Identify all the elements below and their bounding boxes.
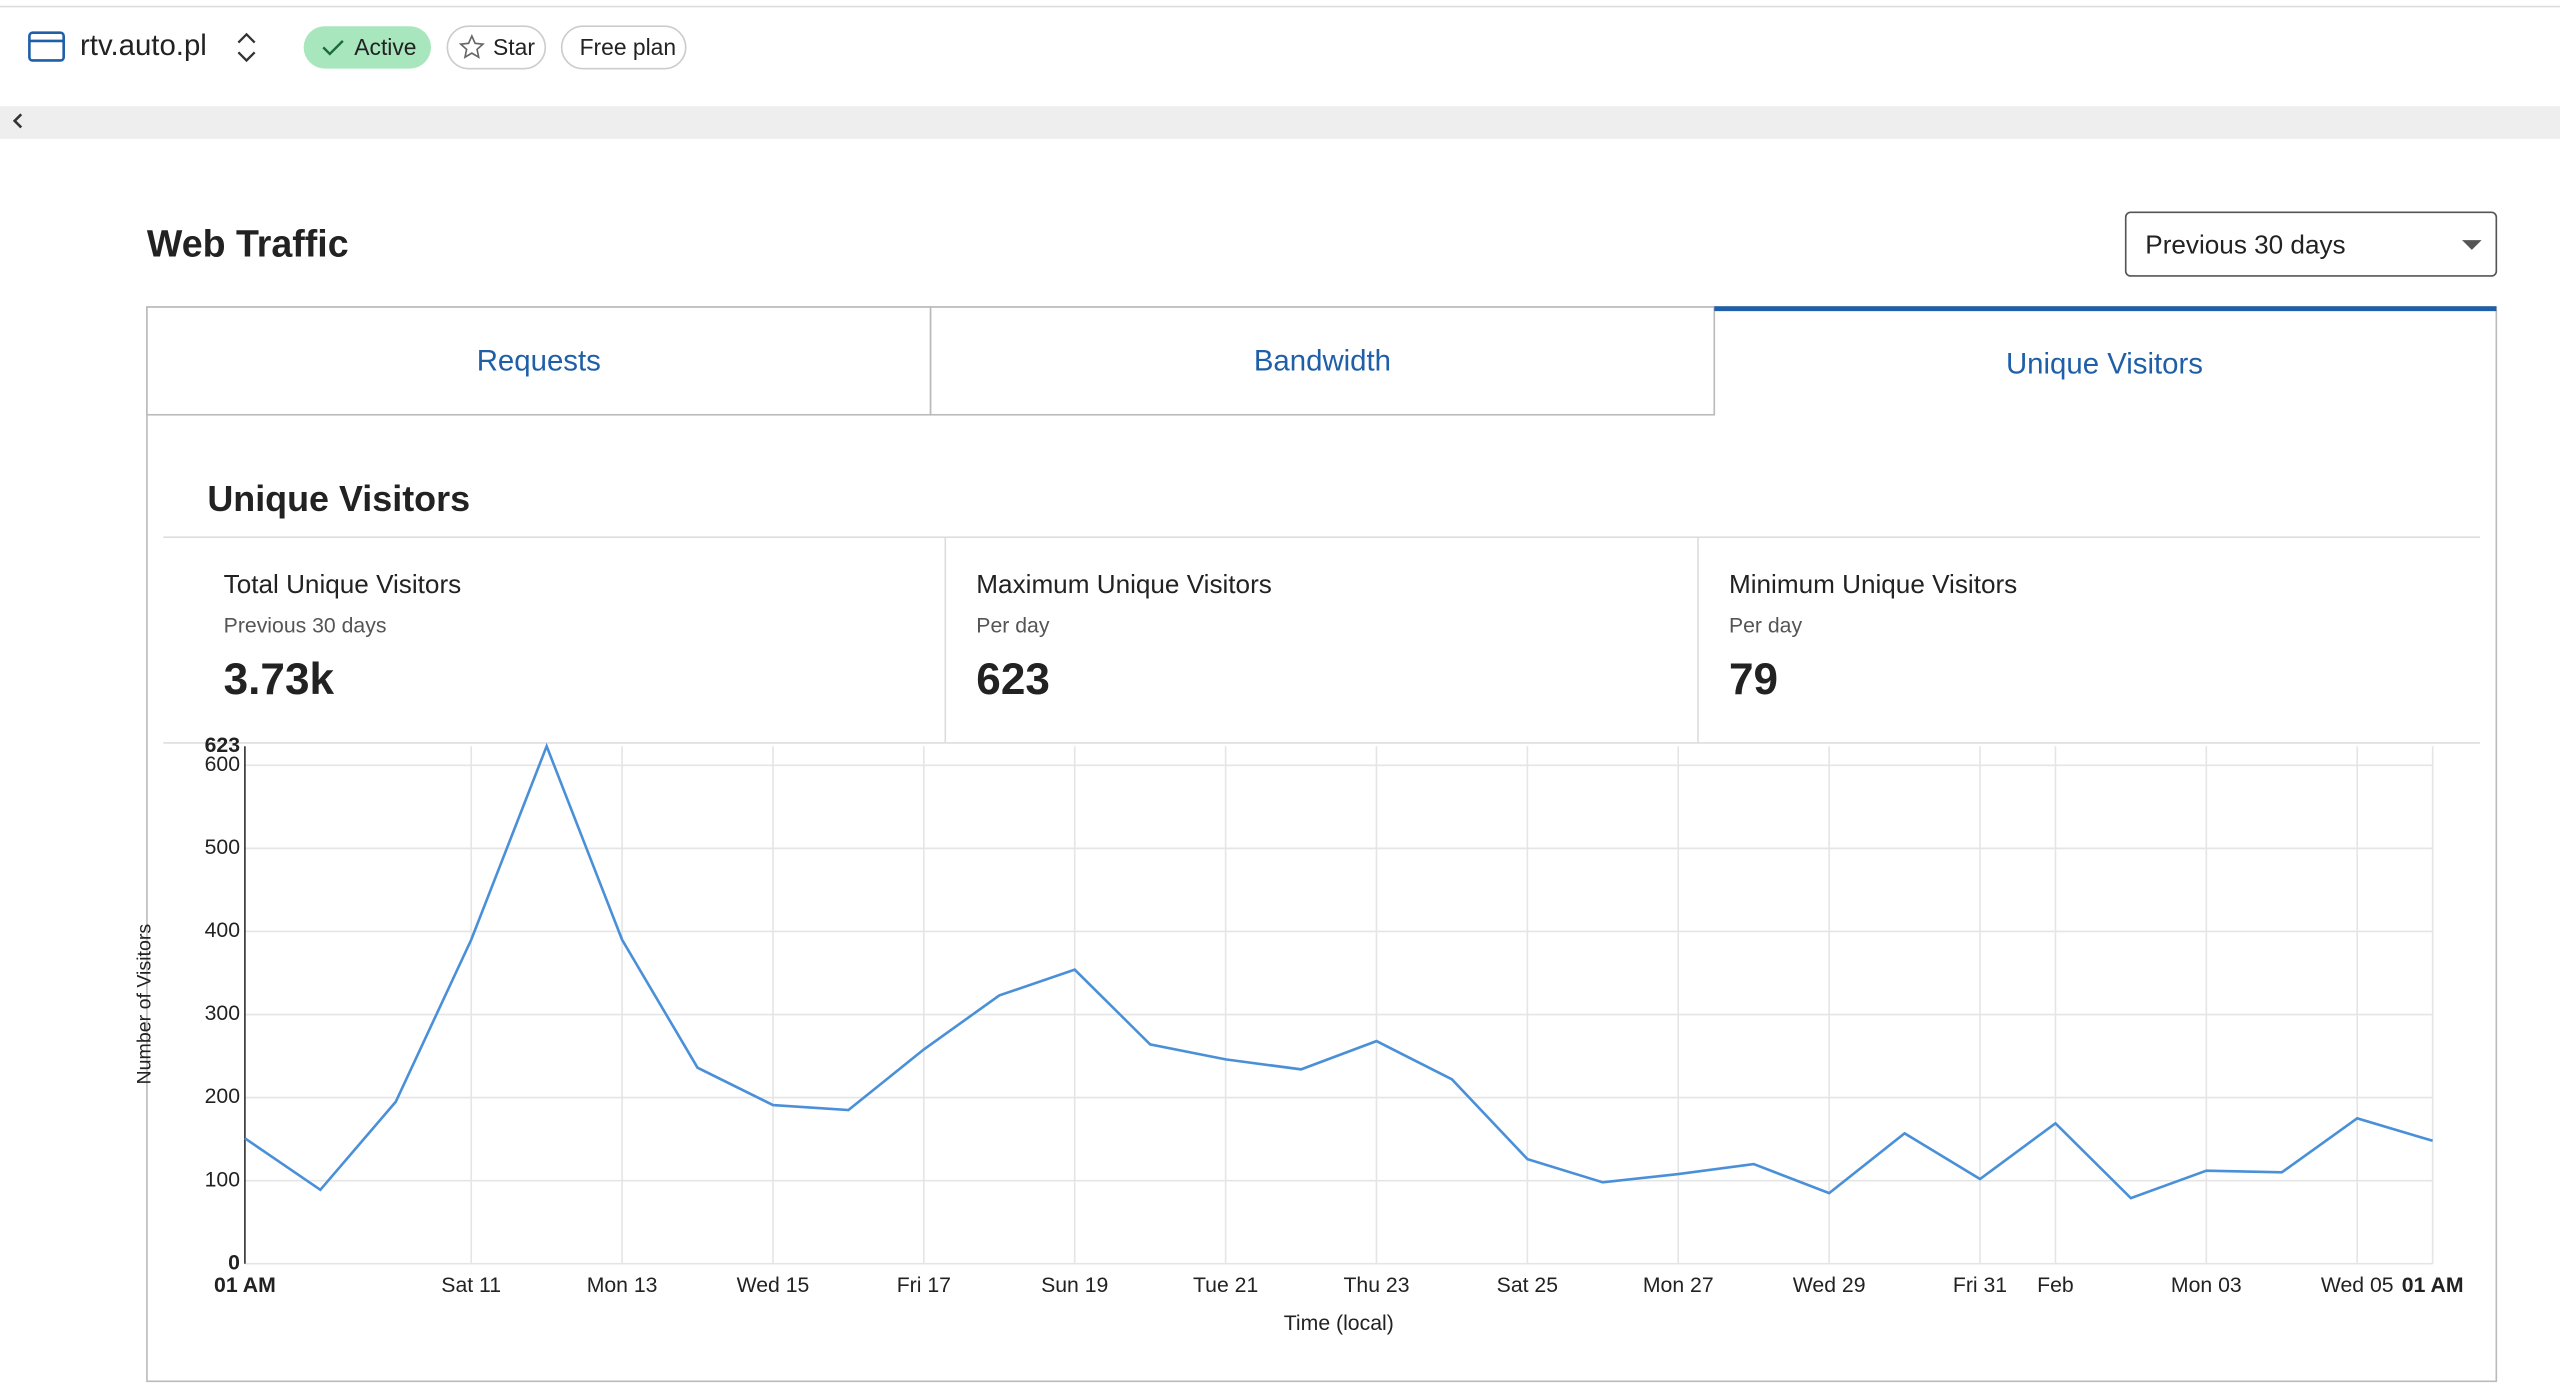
back-icon[interactable] (12, 113, 23, 129)
x-tick-label: Mon 13 (587, 1274, 658, 1297)
status-badge (303, 26, 432, 69)
x-tick-label: Mon 27 (1643, 1274, 1714, 1297)
x-tick-label: Sat 25 (1497, 1274, 1558, 1297)
star-text[interactable]: Star (493, 34, 535, 60)
y-axis-title: Number of Visitors (133, 924, 155, 1085)
y-tick-label: 300 (205, 1002, 240, 1025)
plan-badge (560, 25, 687, 70)
x-tick-label: Fri 31 (1953, 1274, 2007, 1297)
x-tick-label: Sun 19 (1041, 1274, 1108, 1297)
stat-value: 3.73k (224, 655, 335, 704)
stat-label: Total Unique Visitors (224, 569, 462, 599)
y-tick-label: 0 (228, 1251, 240, 1274)
x-tick-label: 01 AM (2402, 1274, 2464, 1297)
site-icon (28, 31, 65, 62)
x-tick-label: Tue 21 (1193, 1274, 1258, 1297)
section-title: Unique Visitors (207, 478, 470, 519)
tab[interactable] (146, 306, 932, 416)
range-select[interactable] (2124, 211, 2498, 277)
dropdown-arrow (2462, 240, 2482, 250)
site-switcher[interactable] (237, 32, 256, 63)
x-tick-label: 01 AM (214, 1274, 276, 1297)
x-axis-title: Time (local) (1284, 1312, 1394, 1335)
x-tick-label: Thu 23 (1343, 1274, 1409, 1297)
y-tick-label: 500 (205, 836, 240, 859)
stat-sub: Per day (976, 615, 1050, 638)
stat-sub: Per day (1729, 615, 1803, 638)
stat-value: 623 (976, 655, 1050, 704)
y-tick-label: 600 (205, 753, 240, 776)
stat-value: 79 (1729, 655, 1778, 704)
tab[interactable] (929, 306, 1716, 416)
site-name[interactable]: rtv.auto.pl (80, 29, 207, 62)
x-tick-label: Wed 05 (2321, 1274, 2394, 1297)
stat-label: Minimum Unique Visitors (1729, 569, 2017, 599)
x-tick-label: Sat 11 (441, 1274, 501, 1297)
page-title: Web Traffic (147, 223, 349, 265)
x-tick-label: Mon 03 (2171, 1274, 2242, 1297)
tab-label[interactable]: Requests (477, 344, 601, 377)
tab-label[interactable]: Unique Visitors (2006, 348, 2203, 381)
stat-sub: Previous 30 days (224, 615, 387, 638)
star-icon (458, 33, 485, 59)
x-tick-label: Wed 29 (1793, 1274, 1866, 1297)
collapse-bar (0, 106, 2560, 139)
stats-dividers (163, 536, 2480, 744)
x-tick-label: Feb (2037, 1274, 2074, 1297)
status-text: Active (354, 34, 416, 60)
x-tick-label: Fri 17 (897, 1274, 951, 1297)
stat-label: Maximum Unique Visitors (976, 569, 1272, 599)
check-icon (322, 40, 344, 56)
panel (146, 306, 2498, 1383)
data-line (244, 742, 2434, 1200)
y-tick-label: 100 (205, 1168, 240, 1191)
tab-label[interactable]: Bandwidth (1254, 344, 1391, 377)
range-text[interactable]: Previous 30 days (2145, 230, 2345, 260)
x-tick-label: Wed 15 (737, 1274, 810, 1297)
stats: Total Unique Visitors Previous 30 days 3.7… (224, 569, 2018, 704)
y-tick-label: 200 (205, 1085, 240, 1108)
plan-text: Free plan (580, 34, 677, 60)
y-tick-label: 623 (205, 734, 241, 757)
y-tick-label: 400 (205, 919, 240, 942)
